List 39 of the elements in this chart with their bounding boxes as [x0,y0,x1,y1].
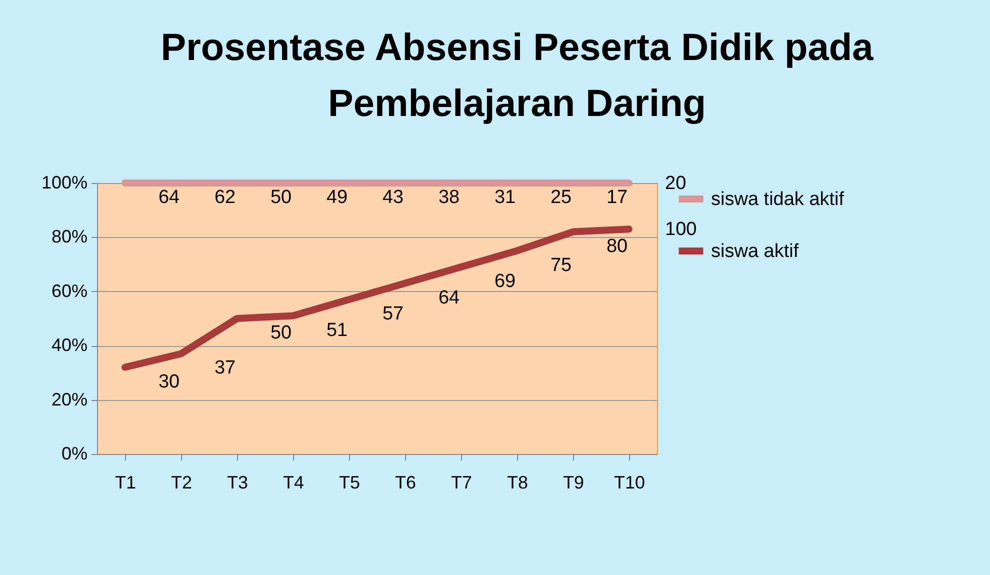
annotation: 51 [326,320,348,341]
x-tick-label: T3 [226,472,248,492]
y-tick-label: 80% [51,226,88,247]
text: 100 [665,219,697,240]
annotation: 50 [270,187,292,208]
y-tick-label: 100% [41,172,88,192]
annotation: 31 [494,187,516,208]
x-tick-label: T9 [562,472,584,492]
x-tick-label: T7 [450,472,472,492]
annotation: 62 [214,187,236,208]
x-tick-label: T8 [506,472,528,492]
x-tick-label: T1 [114,472,136,492]
y-tick-label: 60% [51,280,88,301]
annotation: 50 [270,322,292,344]
x-tick-label: T2 [170,472,192,492]
annotation: 30 [158,371,180,392]
annotation: 38 [438,187,460,208]
annotation: 37 [214,358,236,379]
x-tick-label: T5 [338,472,360,492]
y-tick-label: 0% [61,444,88,464]
chart-title: Prosentase Absensi Peserta Didik pada Pembelajaran Daring [160,27,874,125]
annotation: 17 [606,187,628,208]
x-tick-label: T4 [282,472,304,492]
y-tick-label: 40% [51,335,88,356]
annotation: 43 [382,187,404,208]
x-tick-label: T6 [394,472,416,492]
x-tick-label: T10 [614,472,646,492]
text: 20 [665,173,686,194]
annotation: 25 [550,187,572,208]
legend-label: siswa tidak aktif [711,189,845,210]
annotation: 64 [158,187,180,208]
annotation: 75 [550,254,572,276]
legend-label: siswa aktif [711,241,800,262]
annotation: 80 [606,236,628,257]
annotation: 57 [382,304,404,325]
annotation: 49 [326,187,348,208]
y-tick-label: 20% [51,389,88,410]
annotation: 69 [494,271,516,292]
annotation: 64 [438,287,460,308]
